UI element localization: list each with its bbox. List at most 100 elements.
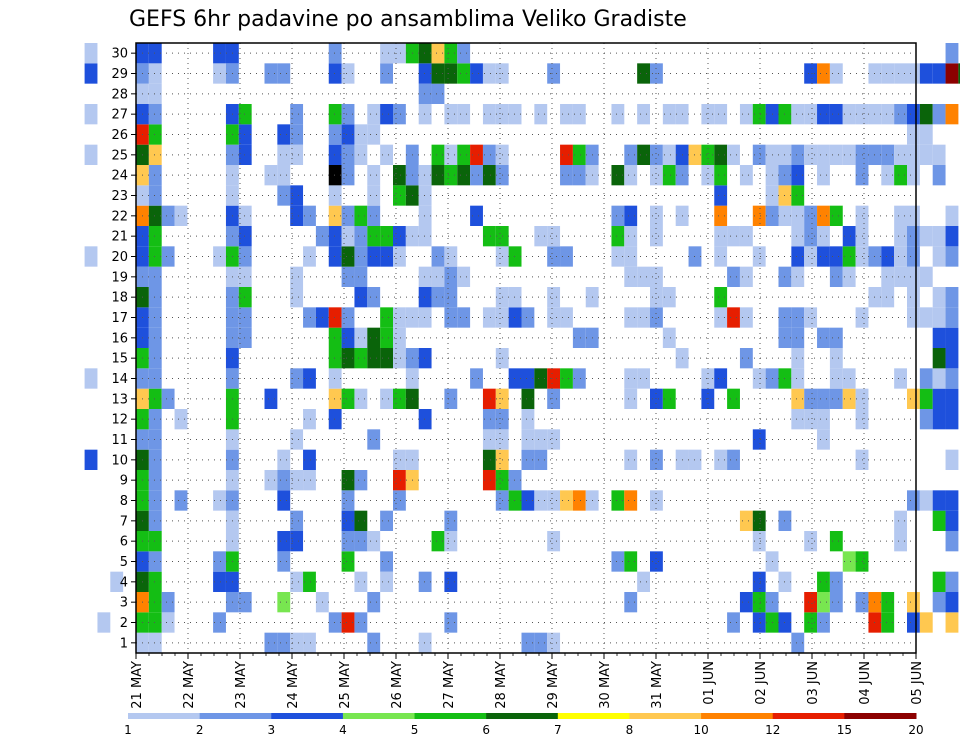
- precip-cell: [148, 266, 162, 287]
- precip-cell: [148, 551, 162, 572]
- precip-cell: [611, 104, 625, 125]
- precip-cell: [290, 287, 304, 308]
- precip-cell: [701, 165, 715, 186]
- precip-cell: [817, 327, 830, 348]
- precip-cell: [418, 104, 432, 125]
- precip-cell: [932, 63, 946, 84]
- precip-cell: [444, 510, 458, 531]
- precip-cell: [662, 144, 676, 165]
- precip-cell: [932, 571, 946, 592]
- x-tick-label: 04 JUN: [858, 661, 873, 705]
- precip-cell: [328, 246, 342, 267]
- precip-cell: [804, 246, 818, 267]
- precip-cell: [829, 144, 843, 165]
- precip-cell: [290, 470, 304, 491]
- precip-cell: [213, 551, 226, 572]
- precip-cell: [418, 632, 432, 653]
- precip-cell: [418, 571, 432, 592]
- precip-cell: [84, 63, 98, 84]
- precip-cell: [804, 592, 818, 613]
- precip-cell: [148, 327, 162, 348]
- precip-cell: [470, 63, 483, 84]
- precip-cell: [238, 205, 252, 226]
- precip-cell: [328, 144, 342, 165]
- precip-cell: [932, 348, 946, 369]
- precip-cell: [238, 307, 252, 328]
- precip-cell: [791, 368, 805, 389]
- precip-cell: [431, 287, 445, 308]
- precip-cell: [817, 571, 830, 592]
- precip-cell: [508, 246, 522, 267]
- precip-cell: [444, 43, 458, 64]
- precip-cell: [817, 226, 830, 247]
- precip-cell: [945, 388, 959, 409]
- y-tick-label: 26: [111, 128, 128, 143]
- precip-cell: [791, 246, 805, 267]
- precip-cell: [418, 43, 432, 64]
- y-tick-label: 27: [111, 108, 128, 123]
- legend-label: 4: [339, 723, 347, 737]
- precip-cell: [174, 409, 188, 430]
- precip-cell: [817, 246, 830, 267]
- precip-cell: [354, 388, 368, 409]
- precip-cell: [431, 83, 445, 104]
- y-tick-label: 25: [111, 148, 128, 163]
- precip-cell: [444, 307, 458, 328]
- precip-cell: [932, 226, 946, 247]
- precip-cell: [611, 205, 625, 226]
- precip-cell: [277, 490, 291, 511]
- legend-swatch: [486, 713, 559, 719]
- precip-cell: [907, 124, 920, 145]
- precip-cell: [213, 246, 226, 267]
- precip-cell: [341, 470, 355, 491]
- precip-cell: [804, 612, 818, 633]
- precip-cell: [829, 348, 843, 369]
- precip-cell: [482, 226, 496, 247]
- precip-cell: [148, 63, 162, 84]
- precip-cell: [547, 632, 561, 653]
- precip-cell: [752, 144, 766, 165]
- precip-cell: [752, 104, 766, 125]
- precip-cell: [945, 490, 959, 511]
- legend-label: 1: [124, 723, 132, 737]
- precip-cell: [354, 510, 368, 531]
- precip-cell: [354, 348, 368, 369]
- precip-cell: [161, 205, 175, 226]
- precip-cell: [752, 612, 766, 633]
- precip-cell: [444, 266, 458, 287]
- precip-cell: [148, 165, 162, 186]
- precip-cell: [431, 246, 445, 267]
- x-tick-label: 27 MAY: [442, 661, 457, 709]
- precip-cell: [714, 205, 728, 226]
- precip-cell: [367, 429, 381, 450]
- precip-cell: [907, 246, 920, 267]
- precip-cell: [701, 144, 715, 165]
- y-tick-label: 17: [111, 311, 128, 326]
- precip-cell: [238, 104, 252, 125]
- legend-label: 10: [693, 723, 708, 737]
- x-tick-label: 30 MAY: [598, 661, 613, 709]
- precip-cell: [328, 43, 342, 64]
- x-tick-label: 22 MAY: [182, 661, 197, 709]
- precip-cell: [919, 63, 933, 84]
- precip-cell: [367, 165, 381, 186]
- precip-cell: [148, 409, 162, 430]
- precip-cell: [213, 63, 226, 84]
- precip-cell: [148, 632, 162, 653]
- precip-cell: [174, 490, 188, 511]
- precip-cell: [264, 63, 278, 84]
- precip-cell: [881, 104, 895, 125]
- precip-cell: [444, 165, 458, 186]
- precip-cell: [611, 165, 625, 186]
- precip-cell: [945, 348, 959, 369]
- precip-cell: [303, 470, 316, 491]
- y-tick-label: 12: [111, 413, 128, 428]
- precip-cell: [714, 246, 728, 267]
- precip-cell: [303, 449, 316, 470]
- precip-cell: [894, 205, 907, 226]
- precip-cell: [945, 43, 959, 64]
- precip-cell: [739, 510, 753, 531]
- precip-cell: [482, 104, 496, 125]
- precip-cell: [714, 104, 728, 125]
- precip-cell: [148, 531, 162, 552]
